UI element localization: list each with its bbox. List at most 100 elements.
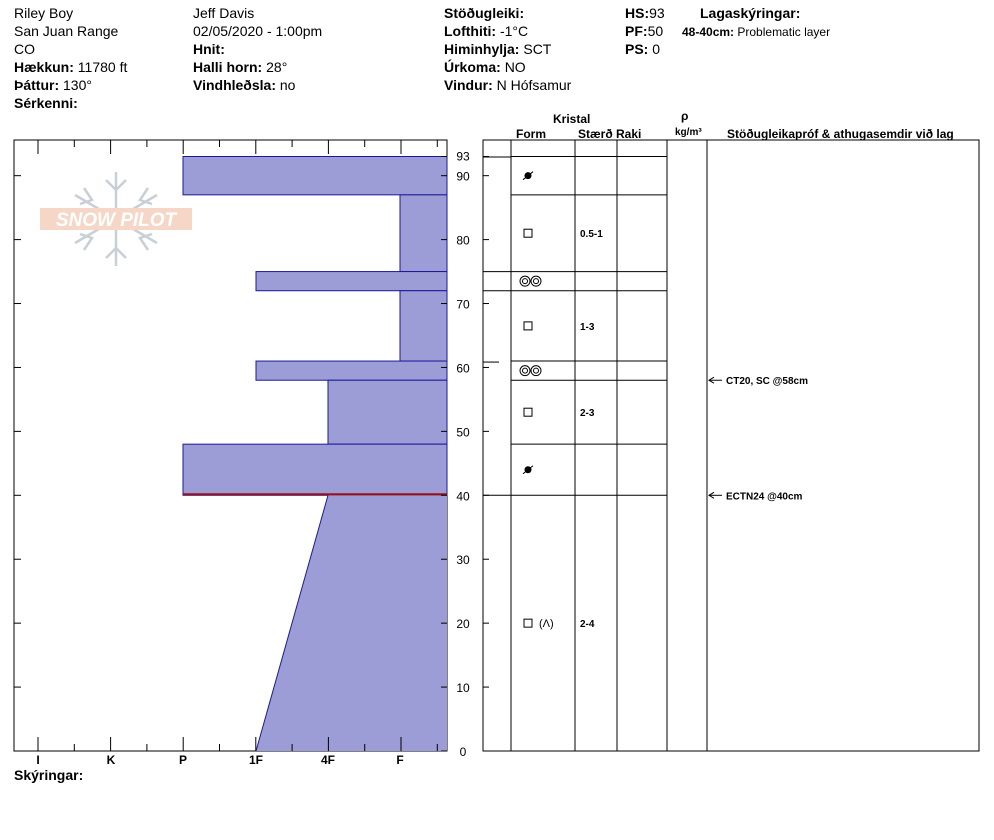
coords-label: Hnit:	[193, 41, 225, 57]
wind-label: Vindur:	[444, 77, 493, 93]
hardness-x-axis: I K P 1F 4F F	[36, 753, 403, 767]
size-header: Stærð	[578, 127, 613, 141]
legend-text: Problematic layer	[737, 25, 831, 39]
hardness-tick-label: I	[36, 753, 39, 767]
ps-label: PS:	[625, 41, 649, 57]
hardness-layer	[327, 379, 448, 445]
snowpilot-logo: SNOW PILOT	[40, 172, 192, 266]
rho-header: ρ	[681, 109, 689, 123]
melt-form-icon	[519, 365, 531, 377]
depth-tick-label: 0	[460, 745, 467, 759]
logo-text: SNOW PILOT	[56, 210, 178, 231]
hardness-layer	[255, 360, 448, 381]
aspect-value: 130°	[63, 77, 92, 93]
melt-form-icon	[530, 365, 542, 377]
wind-value: N Hófsamur	[496, 77, 572, 93]
observation-datetime: 02/05/2020 - 1:00pm	[193, 23, 323, 39]
air-temp-value: -1°C	[499, 23, 529, 39]
depth-tick-label: 93	[456, 149, 470, 163]
hs-value: 93	[649, 5, 665, 21]
melt-form-icon	[530, 275, 542, 287]
features-label: Sérkenni:	[14, 95, 78, 111]
test-arrow-head	[708, 491, 715, 499]
hardness-tick-label: F	[396, 753, 403, 767]
ps-row: PS: 0	[625, 40, 660, 58]
wind-loading-value: no	[279, 77, 296, 93]
pf-value: 50	[647, 23, 664, 39]
slope-label: Halli horn:	[193, 59, 263, 75]
tests-header: Stöðugleikapróf & athugasemdir við lag	[727, 127, 954, 141]
melt-freeze-crust-icon	[522, 465, 534, 475]
grain-size-label: 2-3	[580, 408, 595, 419]
crystal-header: Kristal	[553, 112, 591, 126]
air-temp-row: Lofthiti: -1°C	[444, 22, 528, 40]
depth-tick-label: 30	[456, 553, 470, 567]
faceted-icon	[523, 618, 533, 628]
observer-name: Jeff Davis	[193, 5, 255, 21]
legend-title: Lagaskýringar:	[700, 5, 801, 21]
pf-label: PF:	[625, 23, 648, 39]
sky-row: Himinhylja: SCT	[444, 40, 551, 58]
hardness-layer	[256, 495, 447, 751]
aspect-row: Þáttur: 130°	[14, 76, 92, 94]
precip-label: Úrkoma:	[444, 59, 501, 75]
range-name: San Juan Range	[14, 23, 119, 39]
elevation-label: Hækkun:	[14, 59, 74, 75]
depth-tick-label: 70	[456, 298, 470, 312]
depth-tick-label: 80	[456, 234, 470, 248]
slope-row: Halli horn: 28°	[193, 58, 287, 76]
grain-size-label: 0.5-1	[580, 229, 603, 240]
depth-tick-label: 90	[456, 170, 470, 184]
density-unit-header: kg/m³	[675, 127, 702, 138]
depth-tick-label: 50	[456, 425, 470, 439]
wind-loading-row: Vindhleðsla: no	[193, 76, 295, 94]
faceted-icon	[523, 321, 533, 331]
depth-tick-label: 60	[456, 361, 470, 375]
grain-size-label: 1-3	[580, 322, 595, 333]
melt-freeze-crust-icon	[522, 171, 534, 181]
sky-value: SCT	[523, 41, 552, 57]
stability-label: Stöðugleiki:	[444, 5, 525, 21]
wind-loading-label: Vindhleðsla:	[193, 77, 276, 93]
depth-tick-label: 20	[456, 617, 470, 631]
pf-row: PF:50	[625, 22, 663, 40]
melt-form-icon	[522, 278, 528, 285]
hardness-layer	[255, 271, 448, 292]
depth-axis: 0 10 20 30 40 50 60 70 80 90 93	[441, 149, 489, 759]
hs-label: HS:	[625, 5, 650, 21]
legend-footer: Skýringar:	[14, 767, 84, 783]
precip-value: NO	[504, 59, 526, 75]
hardness-layer-edge	[255, 495, 329, 752]
hardness-layer	[182, 443, 448, 496]
hardness-top-ticks	[14, 140, 438, 751]
wind-row: Vindur: N Hófsamur	[444, 76, 571, 94]
sky-label: Himinhylja:	[444, 41, 520, 57]
melt-form-icon	[533, 367, 539, 374]
slope-value: 28°	[266, 59, 288, 75]
site-name: Riley Boy	[14, 5, 74, 21]
moisture-header: Raki	[616, 127, 642, 141]
test-result-label: ECTN24 @40cm	[726, 491, 803, 502]
layer-table-rows	[483, 155, 667, 496]
aspect-label: Þáttur:	[14, 77, 60, 93]
test-arrow-head	[708, 376, 715, 384]
state-name: CO	[14, 41, 35, 57]
layer-grain-sizes: 0.5-1 1-3 2-3 2-4	[580, 229, 603, 630]
layer-grain-symbols: (Λ)	[519, 171, 554, 630]
depth-tick-label: 10	[456, 681, 470, 695]
melt-form-icon	[522, 367, 528, 374]
depth-hoar-icon: (Λ)	[539, 618, 554, 630]
hardness-layer	[182, 155, 448, 196]
hardness-tick-label: K	[107, 753, 116, 767]
elevation-row: Hækkun: 11780 ft	[14, 58, 127, 76]
faceted-icon	[523, 228, 533, 238]
test-result-label: CT20, SC @58cm	[726, 376, 808, 387]
air-temp-label: Lofthiti:	[444, 23, 497, 39]
logo-banner	[40, 208, 192, 230]
hardness-tick-label: 1F	[249, 753, 263, 767]
faceted-icon	[523, 407, 533, 417]
hs-row: HS:93	[625, 4, 665, 22]
hardness-layers	[182, 155, 448, 752]
stability-tests: CT20, SC @58cm ECTN24 @40cm	[708, 376, 808, 502]
